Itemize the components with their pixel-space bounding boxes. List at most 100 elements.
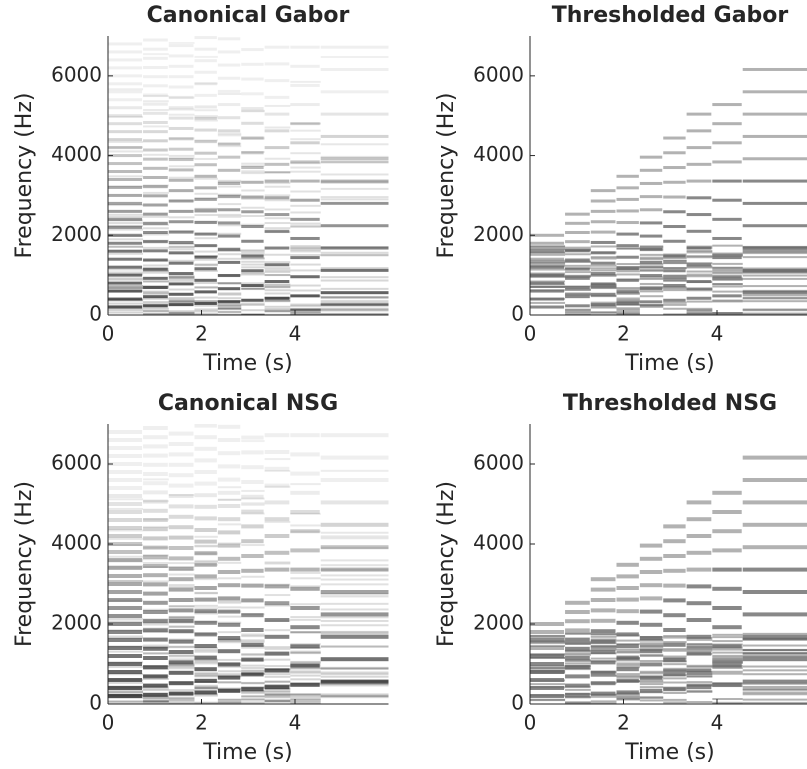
noise <box>264 298 291 301</box>
noise <box>320 56 389 59</box>
x-tick-label: 4 <box>289 322 302 346</box>
harmonic <box>241 450 264 455</box>
residue <box>565 285 591 288</box>
residue <box>686 289 713 292</box>
noise <box>168 697 195 700</box>
noise <box>264 222 291 225</box>
harmonic <box>320 455 389 460</box>
harmonic <box>108 454 143 458</box>
residue <box>663 668 687 671</box>
noise <box>217 282 242 285</box>
residue <box>616 303 640 306</box>
residue <box>590 256 617 259</box>
residue <box>712 244 743 247</box>
noise <box>217 670 242 673</box>
noise <box>168 626 195 629</box>
noise <box>168 259 195 262</box>
noise <box>143 644 169 647</box>
harmonic <box>108 574 143 578</box>
noise <box>168 300 195 303</box>
noise <box>264 208 291 211</box>
residue <box>663 698 687 701</box>
noise <box>143 518 169 521</box>
harmonic <box>742 679 807 684</box>
noise <box>217 142 242 145</box>
noise <box>168 301 195 304</box>
harmonic <box>639 274 663 278</box>
residue <box>639 655 664 658</box>
noise <box>194 660 218 663</box>
harmonic <box>168 650 194 654</box>
noise <box>194 207 218 210</box>
noise <box>143 53 169 56</box>
harmonic <box>639 688 663 693</box>
residue <box>616 659 640 662</box>
noise <box>264 646 291 649</box>
noise <box>168 41 195 44</box>
harmonic <box>616 667 639 672</box>
harmonic <box>194 516 217 521</box>
noise <box>241 266 265 269</box>
harmonic <box>663 642 686 647</box>
harmonic <box>108 694 143 698</box>
noise <box>168 310 195 313</box>
harmonic <box>565 267 590 271</box>
harmonic <box>168 292 194 296</box>
harmonic <box>663 195 686 199</box>
residue <box>663 686 687 689</box>
residue <box>712 654 743 657</box>
residue <box>616 674 640 677</box>
residue <box>639 282 664 285</box>
noise <box>108 560 144 563</box>
residue <box>616 639 640 642</box>
harmonic <box>320 433 389 438</box>
residue <box>663 276 687 279</box>
harmonic <box>590 691 616 696</box>
residue <box>616 278 640 281</box>
noise <box>241 189 265 192</box>
harmonic <box>686 146 712 150</box>
noise <box>320 267 389 270</box>
noise <box>241 272 265 275</box>
noise <box>290 308 321 311</box>
noise <box>108 140 144 143</box>
harmonic <box>264 651 290 656</box>
harmonic <box>712 236 742 240</box>
noise <box>264 309 291 312</box>
harmonic <box>712 529 742 534</box>
noise <box>264 171 291 174</box>
harmonic <box>108 590 143 594</box>
harmonic <box>217 622 241 627</box>
harmonic <box>639 195 663 199</box>
harmonic <box>168 660 194 665</box>
harmonic <box>742 67 807 71</box>
noise <box>108 245 144 248</box>
residue <box>742 682 807 685</box>
residue <box>663 261 687 264</box>
residue <box>590 682 617 685</box>
harmonic <box>712 217 742 221</box>
residue <box>616 680 640 683</box>
noise <box>168 568 195 571</box>
harmonic <box>742 590 807 594</box>
noise <box>241 309 265 312</box>
harmonic <box>194 528 217 532</box>
harmonic <box>194 117 217 121</box>
residue <box>590 251 617 254</box>
harmonic <box>686 601 712 606</box>
harmonic <box>217 116 241 120</box>
noise <box>320 198 389 201</box>
residue <box>530 637 566 640</box>
noise <box>290 671 321 674</box>
noise <box>143 312 169 315</box>
noise <box>194 545 218 548</box>
residue <box>616 247 640 250</box>
residue <box>639 696 664 699</box>
harmonic <box>264 213 290 217</box>
noise <box>264 284 291 287</box>
noise <box>264 680 291 683</box>
noise <box>194 250 218 253</box>
noise <box>320 666 389 669</box>
noise <box>290 310 321 313</box>
